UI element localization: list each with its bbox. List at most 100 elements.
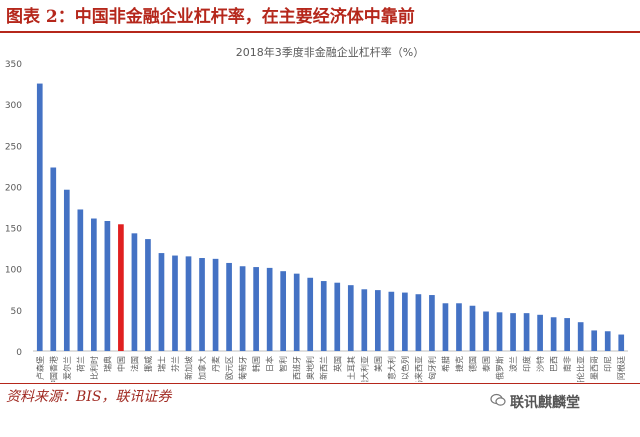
bar bbox=[158, 253, 165, 351]
bar bbox=[483, 311, 489, 351]
figure-title: 图表 2：中国非金融企业杠杆率，在主要经济体中靠前 bbox=[6, 7, 415, 27]
x-tick-label: 沙特 bbox=[535, 356, 545, 372]
bar bbox=[604, 331, 611, 351]
bar bbox=[239, 266, 246, 351]
bar bbox=[618, 334, 625, 351]
bar bbox=[469, 305, 476, 351]
x-tick-label: 挪威 bbox=[143, 356, 153, 372]
bar-chart: 2018年3季度非金融企业杠杆率（%） 0 50 100 150 200 250 300 35… bbox=[5, 45, 628, 382]
x-tick-label: 巴西 bbox=[550, 356, 559, 372]
y-tick-label: 150 bbox=[5, 225, 22, 235]
x-tick-label: 法国 bbox=[129, 356, 139, 372]
x-tick-label: 智利 bbox=[278, 356, 288, 372]
bar bbox=[347, 285, 354, 351]
x-tick-label: 卢森堡 bbox=[35, 356, 45, 380]
x-tick-label: 泰国 bbox=[481, 356, 491, 372]
x-tick-label: 韩国 bbox=[251, 356, 261, 372]
bar bbox=[226, 262, 232, 351]
x-tick-label: 捷克 bbox=[454, 356, 464, 372]
watermark: 联讯麒麟堂 bbox=[510, 395, 580, 411]
bar bbox=[172, 255, 178, 351]
x-tick-label: 欧元区 bbox=[224, 356, 234, 380]
bar bbox=[104, 220, 111, 351]
x-tick-label: 加拿大 bbox=[197, 356, 207, 380]
x-tick-label: 波兰 bbox=[508, 356, 518, 372]
bar bbox=[510, 313, 516, 351]
x-tick-label: 俄罗斯 bbox=[495, 356, 505, 380]
y-tick-label: 200 bbox=[5, 183, 22, 193]
bar bbox=[131, 233, 138, 351]
x-tick-label: 西班牙 bbox=[292, 356, 302, 380]
bar bbox=[145, 239, 151, 351]
x-tick-label: 匈牙利 bbox=[427, 356, 437, 380]
x-tick-label: 澳大利亚 bbox=[359, 356, 369, 382]
x-tick-label: 印尼 bbox=[604, 356, 613, 372]
bar bbox=[253, 267, 259, 351]
x-tick-label: 荷兰 bbox=[75, 356, 85, 372]
bar bbox=[266, 267, 273, 351]
x-tick-label: 比利时 bbox=[89, 356, 99, 380]
bar bbox=[442, 303, 449, 351]
source-rule bbox=[0, 383, 640, 384]
bar bbox=[388, 291, 395, 351]
bar bbox=[334, 282, 341, 351]
x-tick-label: 瑞典 bbox=[102, 356, 112, 372]
x-tick-label: 意大利 bbox=[386, 356, 396, 380]
chart-title: 2018年3季度非金融企业杠杆率（%） bbox=[236, 45, 424, 59]
x-tick-label: 南非 bbox=[562, 356, 572, 372]
title-rule bbox=[0, 31, 640, 33]
x-tick-label: 日本 bbox=[265, 356, 275, 372]
bar bbox=[429, 295, 435, 351]
x-tick-label: 哥伦比亚 bbox=[576, 356, 586, 382]
bar bbox=[77, 209, 84, 351]
x-tick-label: 奥地利 bbox=[305, 356, 315, 380]
x-tick-label: 德国 bbox=[467, 356, 477, 372]
bar bbox=[415, 294, 422, 351]
x-tick-label: 希腊 bbox=[440, 356, 450, 372]
x-tick-label: 丹麦 bbox=[211, 356, 221, 372]
bar bbox=[280, 271, 287, 351]
y-tick-label: 300 bbox=[5, 101, 22, 111]
source-note: 资料来源：BIS，联讯证券 bbox=[6, 389, 172, 405]
x-tick-label: 葡萄牙 bbox=[238, 356, 248, 380]
bar bbox=[293, 273, 300, 351]
bar bbox=[212, 258, 219, 351]
wechat-icon bbox=[490, 393, 506, 406]
x-tick-label: 中国香港 bbox=[48, 356, 58, 382]
x-tick-label: 美国 bbox=[373, 356, 383, 372]
bar bbox=[591, 330, 598, 351]
bar bbox=[564, 318, 570, 351]
bar bbox=[307, 277, 314, 351]
bar bbox=[91, 218, 97, 351]
x-tick-label: 印度 bbox=[522, 356, 532, 372]
y-tick-label: 350 bbox=[5, 60, 22, 70]
y-tick-label: 100 bbox=[5, 266, 22, 276]
x-tick-label: 芬兰 bbox=[170, 356, 180, 372]
x-tick-label: 新西兰 bbox=[319, 356, 329, 380]
y-tick-label: 250 bbox=[5, 142, 22, 152]
x-tick-label: 阿根廷 bbox=[616, 356, 626, 380]
x-tick-label: 马来西亚 bbox=[414, 356, 423, 382]
bar bbox=[496, 312, 503, 351]
x-tick-label: 爱尔兰 bbox=[62, 356, 72, 380]
bar bbox=[185, 256, 192, 351]
bar bbox=[320, 281, 327, 351]
bar bbox=[63, 189, 70, 351]
y-tick-label: 0 bbox=[16, 348, 22, 358]
x-tick-label: 新加坡 bbox=[184, 356, 194, 380]
x-tick-label: 中国 bbox=[116, 356, 126, 372]
bar bbox=[118, 224, 124, 351]
x-tick-label: 土耳其 bbox=[346, 356, 356, 380]
bar bbox=[374, 290, 381, 351]
bar bbox=[577, 322, 584, 351]
bar bbox=[550, 317, 557, 351]
bar bbox=[537, 314, 543, 351]
x-tick-label: 墨西哥 bbox=[590, 356, 599, 380]
bar bbox=[199, 258, 205, 351]
bar bbox=[523, 313, 530, 351]
x-tick-label: 瑞士 bbox=[156, 356, 166, 372]
bar bbox=[36, 83, 43, 352]
bar bbox=[456, 303, 462, 351]
bar bbox=[361, 289, 368, 351]
bar bbox=[50, 167, 57, 351]
